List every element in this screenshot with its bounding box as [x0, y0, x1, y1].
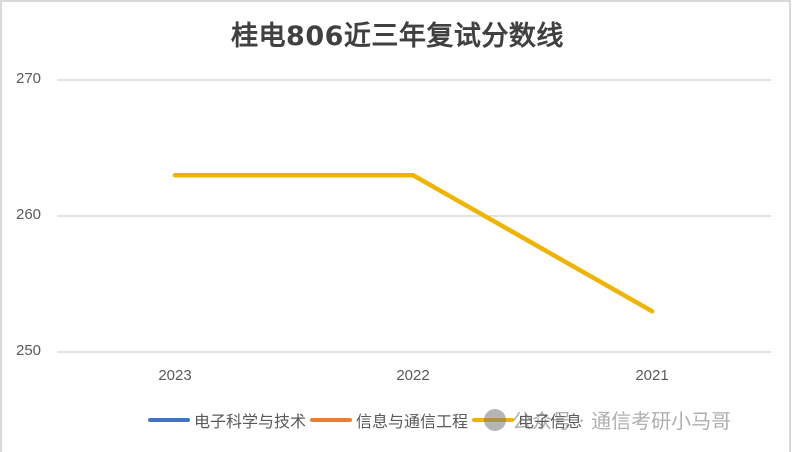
legend-label: 电子信息 [518, 412, 583, 431]
legend-item-info-comm-eng[interactable]: 信息与通信工程 [310, 408, 468, 432]
legend-label: 电子科学与技术 [194, 412, 307, 431]
x-tick-2021: 2021 [635, 367, 669, 384]
x-tick-2022: 2022 [396, 367, 430, 384]
y-tick-260: 260 [16, 206, 42, 223]
legend-swatch-blue-icon [148, 418, 190, 422]
watermark-text: 公众号 · 通信考研小马哥 [512, 409, 732, 433]
chart-title: 桂电806近三年复试分数线 [231, 21, 564, 52]
legend: 电子科学与技术 信息与通信工程 电子信息 [148, 408, 586, 432]
wechat-icon [484, 408, 506, 431]
legend-item-ele-sci-tech[interactable]: 电子科学与技术 [148, 408, 306, 432]
legend-swatch-orange-icon [310, 418, 353, 422]
x-tick-2023: 2023 [158, 367, 192, 384]
y-tick-250: 250 [16, 342, 42, 359]
y-tick-270: 270 [16, 70, 42, 87]
watermark: 公众号 · 通信考研小马哥 [484, 405, 731, 434]
legend-label: 信息与通信工程 [356, 412, 469, 431]
series-line-electronic-info [172, 172, 655, 314]
